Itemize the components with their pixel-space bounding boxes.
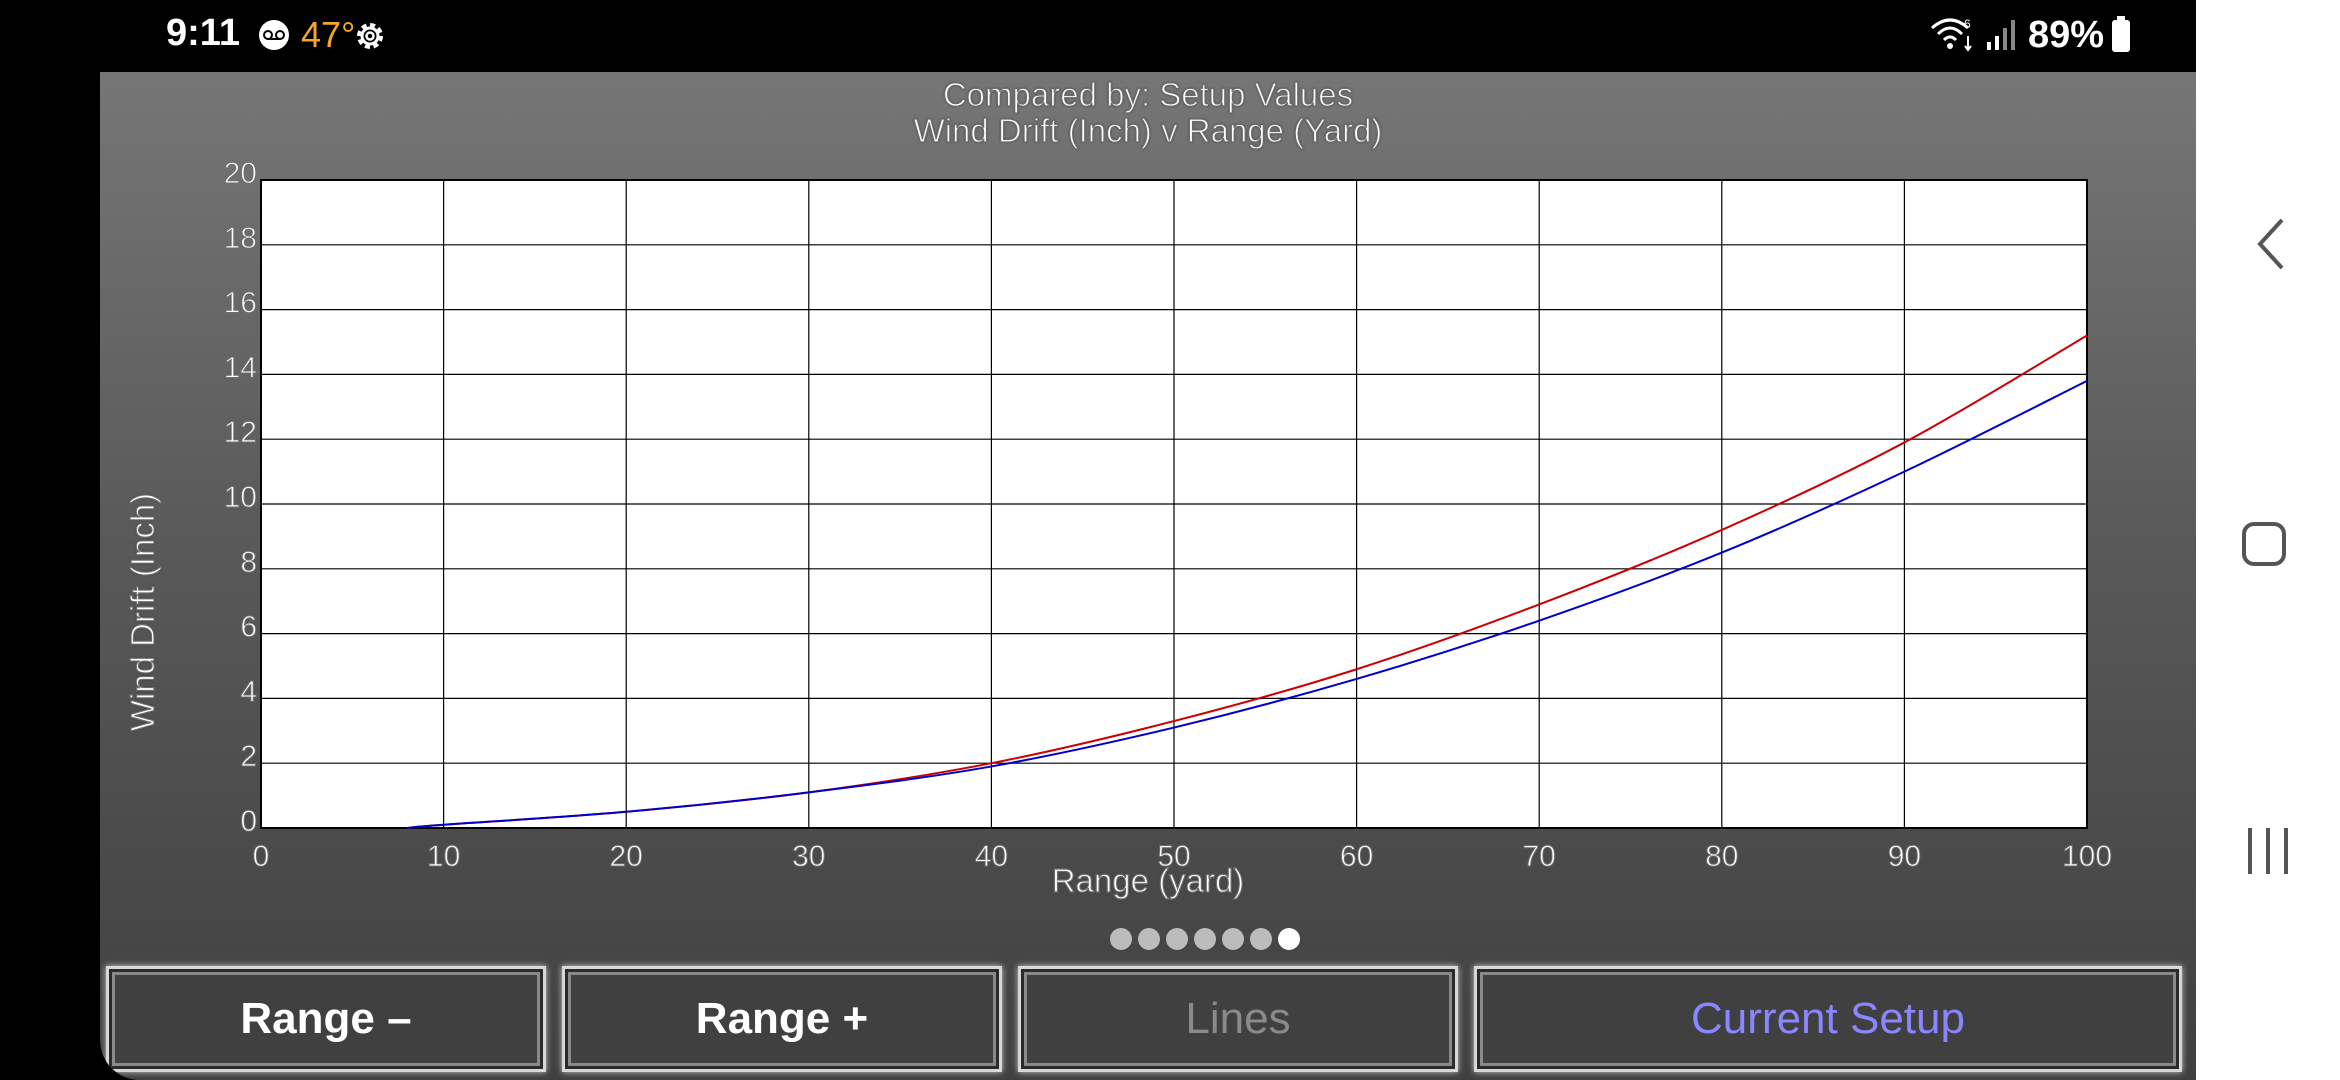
y-tick-label: 16 xyxy=(224,287,257,320)
page-dot[interactable] xyxy=(1138,928,1160,950)
series-line-2 xyxy=(406,379,2088,829)
x-axis-label: Range (yard) xyxy=(1051,861,1245,899)
y-tick-label: 0 xyxy=(240,805,257,838)
page-dot[interactable] xyxy=(1250,928,1272,950)
current-setup-button[interactable]: Current Setup xyxy=(1474,966,2182,1072)
y-tick-label: 8 xyxy=(240,546,257,579)
y-tick-label: 20 xyxy=(224,157,257,190)
x-tick-label: 90 xyxy=(1888,840,1921,873)
page-dot[interactable] xyxy=(1110,928,1132,950)
y-axis-label: Wind Drift (Inch) xyxy=(123,492,161,732)
page-dot[interactable] xyxy=(1166,928,1188,950)
page-dot[interactable] xyxy=(1278,928,1300,950)
y-tick-label: 18 xyxy=(224,222,257,255)
back-icon[interactable] xyxy=(2256,216,2286,277)
chart-subtitle: Wind Drift (Inch) v Range (Yard) xyxy=(913,111,1383,149)
chart-title: Compared by: Setup Values xyxy=(942,75,1354,113)
recents-icon[interactable] xyxy=(2246,826,2290,881)
y-tick-label: 14 xyxy=(224,351,257,384)
voicemail-icon xyxy=(259,20,289,50)
signal-icon xyxy=(1985,18,2019,57)
page-dot[interactable] xyxy=(1194,928,1216,950)
y-tick-label: 6 xyxy=(240,611,257,644)
x-tick-label: 0 xyxy=(253,840,270,873)
y-tick-label: 10 xyxy=(224,481,257,514)
x-tick-label: 30 xyxy=(792,840,825,873)
y-tick-label: 4 xyxy=(240,675,257,708)
home-icon[interactable] xyxy=(2242,522,2286,566)
wind-drift-chart: 0 10 20 30 40 50 60 70 80 90 100 0 2 4 6 8 10 12 14 16 18 20 xyxy=(223,157,2112,874)
navigation-bar xyxy=(2196,0,2340,1080)
wifi-icon: 6 xyxy=(1930,16,1976,59)
status-bar: 9:11 47° 6 89% xyxy=(0,0,2196,72)
page-dot[interactable] xyxy=(1222,928,1244,950)
lines-button[interactable]: Lines xyxy=(1018,966,1458,1072)
app-content: Compared by: Setup Values Wind Drift (In… xyxy=(100,72,2196,1080)
x-tick-label: 10 xyxy=(427,840,460,873)
x-tick-label: 20 xyxy=(610,840,643,873)
range-minus-button[interactable]: Range – xyxy=(106,966,546,1072)
range-plus-button[interactable]: Range + xyxy=(562,966,1002,1072)
x-tick-label: 100 xyxy=(2062,840,2112,873)
x-tick-label: 60 xyxy=(1340,840,1373,873)
x-tick-label: 40 xyxy=(975,840,1008,873)
x-tick-label: 70 xyxy=(1523,840,1556,873)
x-tick-label: 50 xyxy=(1157,840,1190,873)
y-tick-label: 2 xyxy=(240,740,257,773)
svg-text:6: 6 xyxy=(1964,17,1971,31)
x-tick-label: 80 xyxy=(1705,840,1738,873)
battery-percent: 89% xyxy=(2028,14,2105,56)
status-temperature: 47° xyxy=(301,14,356,55)
status-time: 9:11 xyxy=(166,12,240,54)
battery-icon xyxy=(2112,16,2130,52)
gear-icon xyxy=(352,18,388,59)
y-tick-label: 12 xyxy=(224,416,257,449)
